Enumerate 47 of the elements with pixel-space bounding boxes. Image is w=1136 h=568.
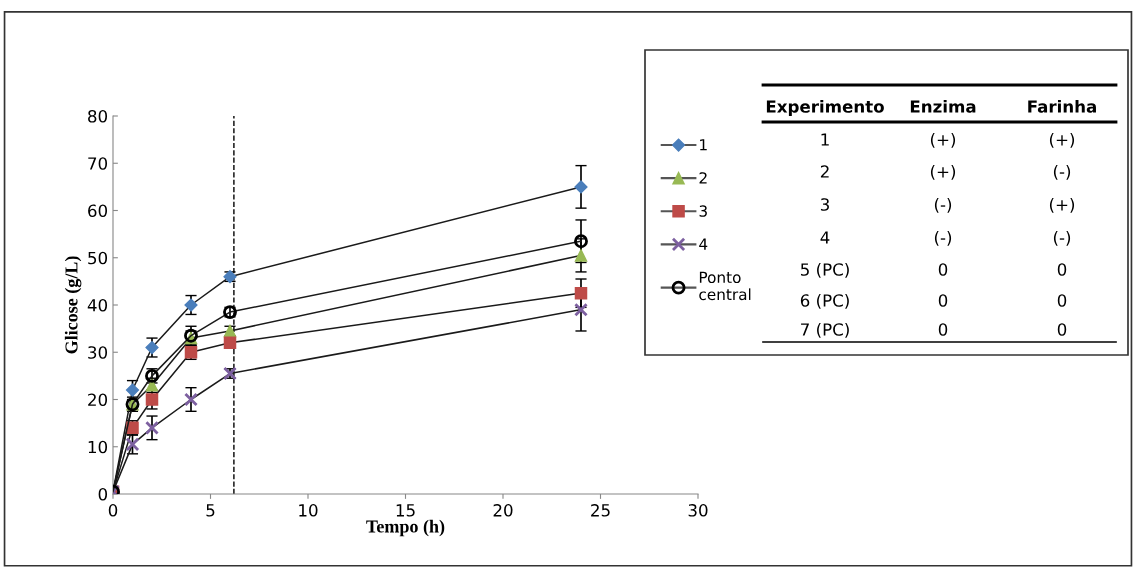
text: 0 (1057, 294, 1067, 307)
legend-label: 2 (699, 172, 707, 184)
text: 7 (PC) (801, 322, 849, 338)
text: Farinha (1028, 99, 1096, 113)
text: (-) (934, 230, 952, 246)
text: 3 (820, 198, 829, 211)
x-axis-title: Tempo (h) (366, 519, 445, 537)
x-tick-label: 15 (396, 504, 415, 517)
y-tick-label: 20 (88, 393, 108, 407)
x-tick-label: 10 (299, 504, 318, 517)
text: (-) (1053, 230, 1071, 246)
text: (+) (1049, 197, 1075, 213)
x-tick-label: 0 (108, 504, 118, 517)
text: 0 (938, 263, 948, 276)
text: (-) (934, 197, 952, 213)
text: 0 (938, 294, 948, 307)
y-axis-title: Glicose (g/L) (64, 256, 82, 354)
text: (+) (930, 132, 956, 148)
legend-label: 1 (700, 139, 707, 151)
text: 2 (820, 165, 829, 178)
text: Enzima (910, 99, 976, 113)
text: (+) (1049, 132, 1075, 148)
x-tick-label: 30 (688, 504, 708, 517)
y-tick-label: 60 (88, 204, 108, 218)
y-tick-label: 50 (88, 251, 108, 265)
text: 5 (PC) (800, 262, 849, 278)
x-tick-label: 20 (493, 504, 513, 517)
text: 6 (PC) (800, 293, 849, 309)
y-tick-label: 80 (88, 109, 108, 123)
text: 0 (1057, 263, 1067, 276)
y-tick-label: 40 (87, 298, 108, 312)
y-tick-label: 0 (98, 487, 108, 501)
text: (-) (1053, 164, 1071, 180)
x-tick-label: 25 (591, 504, 610, 517)
y-tick-label: 70 (88, 157, 108, 170)
text: (+) (930, 164, 956, 180)
legend-label: 3 (699, 205, 707, 217)
text: Experimento (766, 99, 884, 117)
y-tick-label: 30 (88, 346, 108, 359)
text: 4 (820, 231, 830, 244)
text: 0 (938, 323, 948, 336)
legend-label: 4 (699, 238, 708, 250)
x-tick-label: 5 (206, 504, 215, 517)
y-tick-label: 10 (88, 440, 108, 454)
legend-label: Ponto central (699, 271, 751, 301)
text: 0 (1057, 323, 1067, 336)
text: 1 (821, 133, 829, 146)
